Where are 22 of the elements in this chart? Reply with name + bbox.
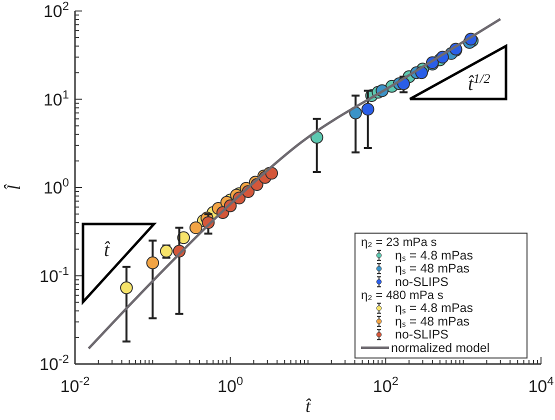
- legend-label: ηₛ = 48 mPas: [395, 314, 470, 328]
- legend-label: normalized model: [391, 340, 490, 355]
- annotation: η₂ = 480 mPa s: [361, 288, 444, 302]
- y-tick-label: 10$^{2}$: [43, 0, 70, 21]
- legend-label: no-SLIPS: [395, 328, 449, 342]
- annotation: t̂: [104, 240, 111, 261]
- legend-label: no-SLIPS: [395, 274, 449, 289]
- legend-label: ηₛ = 4.8 mPas: [395, 248, 473, 262]
- annotation: t̂$^{1/2}$: [468, 70, 491, 95]
- x-tick-label: 10$^{4}$: [528, 374, 554, 396]
- x-axis-title: t̂: [305, 396, 312, 416]
- x-tick-label: 10$^{0}$: [218, 374, 244, 396]
- y-axis-title: l̂: [3, 184, 24, 190]
- legend-label: ηₛ = 4.8 mPas: [395, 301, 473, 316]
- y-tick-label: 10$^{-1}$: [40, 264, 70, 286]
- y-tick-label: 10$^{1}$: [43, 87, 70, 110]
- y-tick-label: 10$^{0}$: [43, 176, 70, 198]
- x-tick-label: 10$^{-2}$: [60, 374, 90, 396]
- y-tick-label: 10$^{-2}$: [40, 352, 70, 374]
- x-tick-label: 10$^{2}$: [372, 374, 399, 396]
- legend-label: ηₛ = 48 mPas: [395, 262, 470, 276]
- annotation: η₂ = 23 mPa s: [361, 235, 437, 250]
